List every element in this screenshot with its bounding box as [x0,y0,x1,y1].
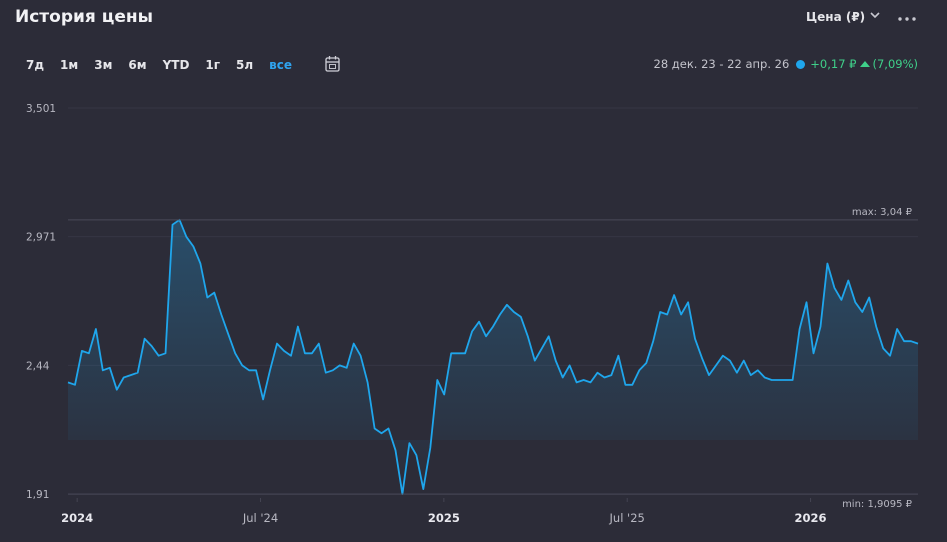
y-tick-label: 2,44 [26,360,50,372]
range-button[interactable]: 7д [26,58,45,72]
range-button[interactable]: 6м [128,58,147,72]
x-tick-label: Jul '24 [242,511,278,525]
range-button[interactable]: 1м [60,58,79,72]
x-tick-label: 2024 [61,511,93,525]
price-select[interactable]: Цена (₽) [806,10,866,24]
calendar-icon[interactable] [324,55,342,73]
price-line [67,218,919,495]
range-button[interactable]: все [269,58,293,72]
y-tick-label: 1,91 [26,489,49,501]
more-icon[interactable] [897,16,917,22]
range-button[interactable]: 1г [205,58,221,72]
y-tick-label: 2,971 [26,232,56,244]
change-percent: (7,09%) [872,57,918,71]
range-buttons: 7д 1м 3м 6м YTD 1г 5л все [18,55,300,75]
x-tick-label: Jul '25 [609,511,645,525]
series-dot [796,59,806,69]
summary: 28 дек. 23 - 22 апр. 26 +0,17 ₽ (7,09%) [654,57,919,71]
x-tick-label: 2025 [428,511,460,525]
annotation-label: min: 1,9095 ₽ [842,499,913,510]
title: История цены [15,7,154,27]
annotation-label: max: 3,04 ₽ [852,207,913,218]
chevron-icon[interactable] [870,12,880,20]
x-tick-label: 2026 [795,511,827,525]
y-tick-label: 3,501 [26,103,56,115]
range-button[interactable]: YTD [162,58,190,72]
range-button[interactable]: 5л [236,58,254,72]
range-text: 28 дек. 23 - 22 апр. 26 [653,57,790,71]
up-triangle [860,61,871,67]
area [68,219,918,495]
range-button[interactable]: 3м [94,58,113,72]
change: +0,17 ₽ [810,57,857,71]
